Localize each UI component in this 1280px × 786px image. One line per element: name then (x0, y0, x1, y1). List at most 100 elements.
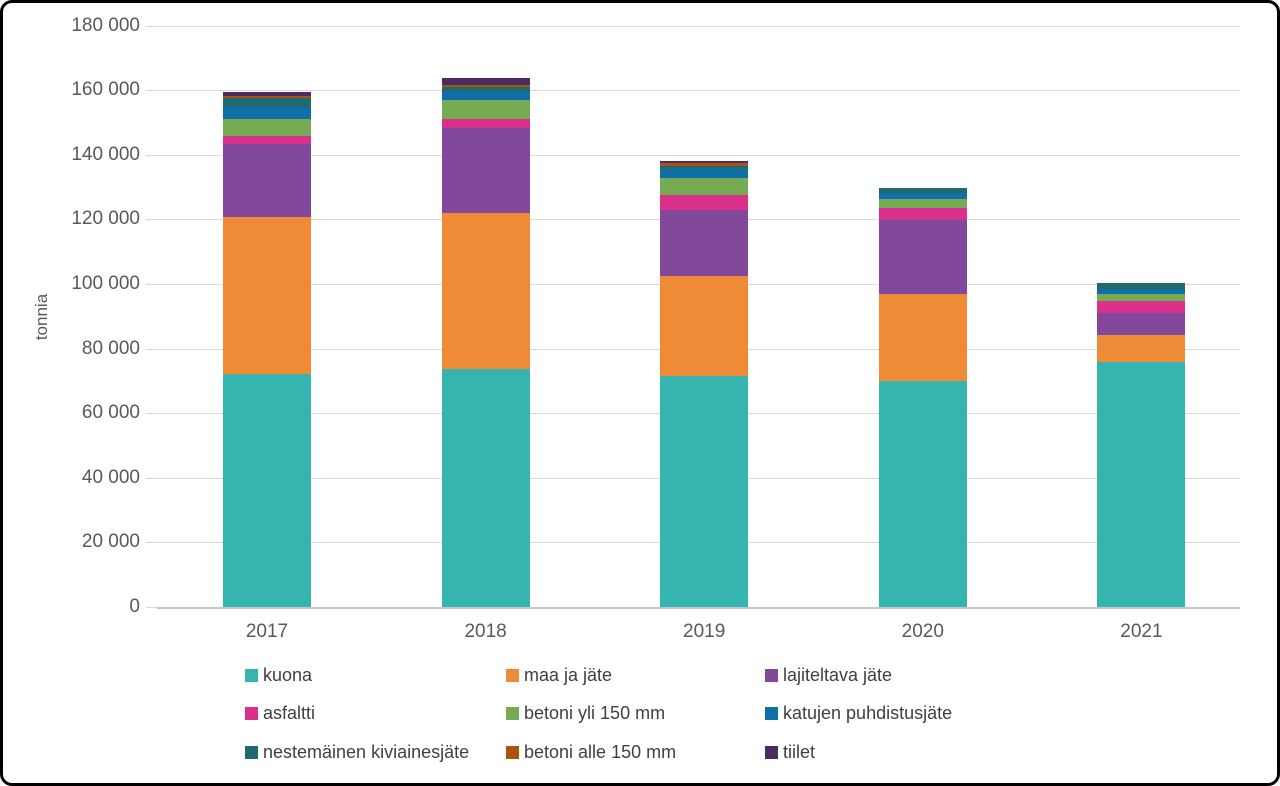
legend-swatch-lajiteltava-j-te (765, 668, 778, 682)
legend: kuona maa ja jäte lajiteltava jäte asfaltti… (245, 664, 1065, 780)
legend-label-asfaltti: asfaltti (263, 703, 316, 723)
legend-label-tiilet: tiilet (783, 741, 816, 762)
y-tick-mark (146, 413, 157, 415)
y-tick-label: 20 000 (81, 531, 140, 553)
bar-segment-asfaltti-2017 (223, 136, 311, 145)
legend-item-nestem-inen-kiviainesj-te: nestemäinen kiviainesjäte (245, 741, 506, 763)
bar-segment-nestem-inen-kiviainesj-te-2019 (660, 166, 749, 170)
bar-segment-katujen-puhdistusj-te-2020 (878, 193, 967, 200)
x-axis-line (157, 606, 1240, 609)
bar-segment-betoni-alle-150-mm-2019 (660, 163, 749, 167)
bar-segment-asfaltti-2020 (878, 207, 967, 221)
bar-segment-tiilet-2017 (223, 92, 311, 97)
bar-segment-betoni-yli-150-mm-2018 (441, 99, 530, 120)
bar-segment-asfaltti-2018 (441, 119, 530, 129)
bar-segment-lajiteltava-j-te-2020 (878, 220, 967, 295)
legend-swatch-katujen-puhdistusj-te (765, 707, 778, 720)
legend-label-kuona: kuona (263, 664, 313, 685)
bar-segment-maa-ja-j-te-2020 (878, 294, 967, 381)
legend-label-lajiteltava-j-te: lajiteltava jäte (783, 664, 893, 685)
bar-segment-katujen-puhdistusj-te-2017 (223, 107, 311, 119)
bar-2018 (441, 0, 530, 607)
legend-swatch-kuona (245, 668, 258, 682)
x-tick-label-2021: 2021 (1120, 621, 1163, 642)
bar-2017 (223, 0, 311, 607)
y-tick-label: 140 000 (71, 143, 140, 165)
bar-segment-lajiteltava-j-te-2019 (660, 210, 749, 276)
x-tick-label-2018: 2018 (464, 621, 507, 642)
legend-label-betoni-yli-150-mm: betoni yli 150 mm (524, 703, 666, 723)
bar-segment-nestem-inen-kiviainesj-te-2018 (441, 87, 530, 92)
legend-item-kuona: kuona (245, 664, 506, 686)
gridline (157, 25, 1240, 27)
y-tick-mark (146, 477, 157, 479)
bar-segment-katujen-puhdistusj-te-2019 (660, 169, 749, 178)
bar-segment-maa-ja-j-te-2018 (441, 212, 530, 369)
bar-segment-lajiteltava-j-te-2021 (1097, 313, 1186, 336)
gridline (157, 90, 1240, 92)
bar-segment-betoni-yli-150-mm-2020 (878, 199, 967, 208)
y-tick-label: 40 000 (81, 466, 140, 488)
bar-2019 (660, 0, 749, 607)
y-tick-mark (146, 25, 157, 27)
y-tick-mark (146, 607, 157, 608)
bar-segment-asfaltti-2021 (1097, 301, 1186, 314)
bar-segment-nestem-inen-kiviainesj-te-2021 (1097, 283, 1186, 289)
bar-segment-kuona-2018 (441, 368, 530, 607)
y-tick-label: 80 000 (81, 337, 140, 359)
y-tick-label: 60 000 (81, 402, 140, 424)
gridline (157, 154, 1240, 156)
y-tick-mark (146, 284, 157, 285)
legend-item-betoni-alle-150-mm: betoni alle 150 mm (506, 741, 765, 763)
y-tick-label: 0 (129, 596, 140, 617)
bar-segment-betoni-yli-150-mm-2019 (660, 177, 749, 196)
bar-segment-tiilet-2019 (660, 160, 749, 164)
x-tick-label-2020: 2020 (901, 621, 944, 642)
bar-segment-tiilet-2018 (441, 78, 530, 85)
bar-segment-betoni-yli-150-mm-2017 (223, 118, 311, 137)
legend-item-tiilet: tiilet (765, 741, 1065, 763)
y-tick-label: 180 000 (71, 14, 140, 36)
bar-segment-asfaltti-2019 (660, 195, 749, 211)
bar-segment-nestem-inen-kiviainesj-te-2017 (223, 98, 311, 107)
y-tick-mark (146, 348, 157, 350)
bar-segment-katujen-puhdistusj-te-2021 (1097, 288, 1186, 294)
legend-swatch-tiilet (765, 745, 778, 759)
bar-segment-betoni-alle-150-mm-2017 (223, 96, 311, 99)
legend-label-betoni-alle-150-mm: betoni alle 150 mm (524, 741, 677, 762)
y-tick-mark (146, 90, 157, 92)
bar-2021 (1097, 0, 1186, 607)
bar-segment-betoni-yli-150-mm-2021 (1097, 293, 1186, 302)
legend-swatch-asfaltti (245, 707, 258, 720)
x-tick-label-2019: 2019 (683, 621, 726, 642)
legend-label-katujen-puhdistusj-te: katujen puhdistusjäte (783, 703, 953, 723)
y-tick-label: 120 000 (71, 208, 140, 230)
legend-item-betoni-yli-150-mm: betoni yli 150 mm (506, 703, 765, 725)
y-tick-mark (146, 542, 157, 544)
bar-segment-kuona-2020 (878, 380, 967, 607)
bar-2020 (878, 0, 967, 607)
legend-item-asfaltti: asfaltti (245, 703, 506, 725)
y-axis-title: tonnia (32, 293, 51, 341)
y-tick-label: 160 000 (71, 79, 140, 101)
y-tick-label: 100 000 (71, 273, 140, 294)
bar-segment-nestem-inen-kiviainesj-te-2020 (878, 187, 967, 194)
bar-segment-maa-ja-j-te-2017 (223, 217, 311, 375)
bar-segment-maa-ja-j-te-2021 (1097, 335, 1186, 363)
bar-segment-kuona-2019 (660, 375, 749, 607)
legend-item-maa-ja-j-te: maa ja jäte (506, 664, 765, 686)
legend-item-lajiteltava-j-te: lajiteltava jäte (765, 664, 1065, 686)
y-tick-mark (146, 219, 157, 221)
legend-swatch-maa-ja-j-te (506, 668, 519, 682)
x-tick-label-2017: 2017 (245, 621, 289, 642)
legend-item-katujen-puhdistusj-te: katujen puhdistusjäte (765, 703, 1065, 725)
legend-swatch-nestem-inen-kiviainesj-te (245, 745, 258, 759)
legend-label-nestem-inen-kiviainesj-te: nestemäinen kiviainesjäte (263, 741, 470, 762)
bar-segment-kuona-2021 (1097, 362, 1186, 607)
bar-segment-lajiteltava-j-te-2018 (441, 128, 530, 213)
legend-label-maa-ja-j-te: maa ja jäte (524, 664, 613, 685)
bar-segment-lajiteltava-j-te-2017 (223, 144, 311, 218)
bar-segment-betoni-alle-150-mm-2018 (441, 84, 530, 88)
bar-segment-maa-ja-j-te-2019 (660, 275, 749, 376)
